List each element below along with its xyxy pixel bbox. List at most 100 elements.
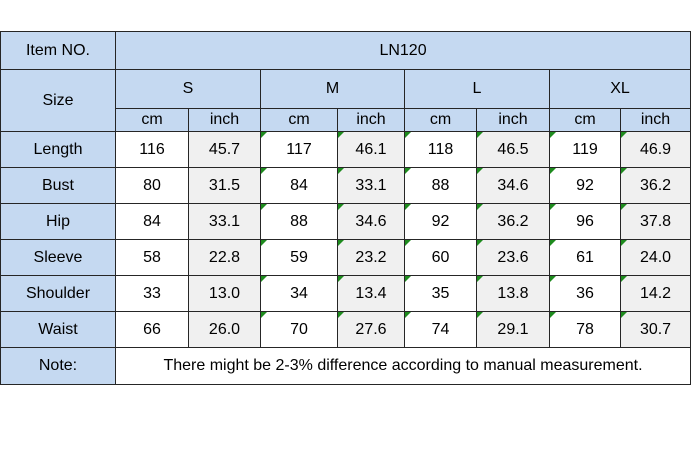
value-cell: 116 [115,131,189,168]
table-row: Length 116 45.7 117 46.1 118 46.5 119 46.9 [0,131,692,168]
value-text: 23.2 [355,248,387,266]
note-label: Note: [0,347,116,385]
value-cell: 36 [549,275,621,312]
error-flag-icon [477,312,483,318]
value-cell: 30.7 [619,311,692,348]
error-flag-icon [405,276,411,282]
error-flag-icon [338,312,344,318]
value-text: 74 [431,320,450,338]
value-text: 13.0 [208,284,241,302]
value-text: 58 [143,248,161,266]
value-cell: 34.6 [476,167,550,204]
unit-header: inch [476,108,550,132]
unit-header: inch [188,108,261,132]
value-text: 70 [290,320,308,338]
value-text: 37.8 [639,212,672,230]
note-row: Note: There might be 2-3% difference acc… [0,347,692,385]
row-label-sleeve: Sleeve [0,239,116,276]
error-flag-icon [477,204,483,210]
value-cell: 37.8 [619,203,692,240]
value-text: 14.2 [639,284,672,302]
item-no-label: Item NO. [0,31,116,70]
value-text: 23.6 [497,248,529,266]
value-text: 13.8 [497,284,529,302]
error-flag-icon [621,132,627,138]
value-text: 13.4 [355,284,387,302]
unit-header: cm [549,108,621,132]
value-text: 118 [427,140,454,158]
value-cell: 58 [115,239,189,276]
value-cell: 34 [260,275,338,312]
measurement-rows: Length 116 45.7 117 46.1 118 46.5 119 46.9 Bust 80… [0,131,692,348]
value-cell: 118 [404,131,477,168]
value-text: 59 [290,248,308,266]
value-cell: 36.2 [619,167,692,204]
value-text: 60 [431,248,450,266]
units-header-row: cm inch cm inch cm inch cm inch [1,108,692,132]
value-text: 66 [143,320,161,338]
value-cell: 23.6 [476,239,550,276]
value-text: 80 [143,176,161,194]
error-flag-icon [550,204,556,210]
error-flag-icon [621,276,627,282]
value-text: 96 [576,212,594,230]
value-cell: 23.2 [337,239,405,276]
error-flag-icon [477,276,483,282]
value-text: 45.7 [208,140,241,158]
error-flag-icon [261,132,267,138]
value-cell: 14.2 [619,275,692,312]
error-flag-icon [550,240,556,246]
size-header-s: S [115,69,261,109]
row-label-bust: Bust [0,167,116,204]
value-text: 35 [431,284,450,302]
value-text: 24.0 [639,248,672,266]
value-text: 61 [576,248,594,266]
value-cell: 59 [260,239,338,276]
error-flag-icon [621,168,627,174]
value-cell: 13.0 [188,275,261,312]
error-flag-icon [261,312,267,318]
unit-header: cm [260,108,338,132]
value-cell: 60 [404,239,477,276]
error-flag-icon [621,312,627,318]
value-cell: 46.1 [337,131,405,168]
error-flag-icon [338,276,344,282]
value-text: 92 [431,212,450,230]
value-cell: 24.0 [619,239,692,276]
row-label-length: Length [0,131,116,168]
error-flag-icon [477,240,483,246]
value-text: 30.7 [639,320,672,338]
value-cell: 33.1 [337,167,405,204]
table-row: Waist 66 26.0 70 27.6 74 29.1 78 30.7 [0,311,692,348]
unit-header: inch [619,108,692,132]
value-text: 34.6 [355,212,387,230]
value-cell: 22.8 [188,239,261,276]
value-cell: 36.2 [476,203,550,240]
value-text: 29.1 [497,320,529,338]
value-text: 92 [576,176,594,194]
value-text: 84 [290,176,308,194]
table-row: Hip 84 33.1 88 34.6 92 36.2 96 37.8 [0,203,692,240]
error-flag-icon [338,204,344,210]
error-flag-icon [477,168,483,174]
value-text: 33.1 [355,176,387,194]
value-cell: 61 [549,239,621,276]
value-text: 33.1 [208,212,241,230]
error-flag-icon [261,204,267,210]
row-label-shoulder: Shoulder [0,275,116,312]
value-text: 88 [431,176,450,194]
error-flag-icon [261,168,267,174]
value-cell: 119 [549,131,621,168]
unit-header: inch [337,108,405,132]
value-cell: 46.9 [619,131,692,168]
value-cell: 80 [115,167,189,204]
table-row: Sleeve 58 22.8 59 23.2 60 23.6 61 24.0 [0,239,692,276]
value-cell: 78 [549,311,621,348]
size-chart-table: Item NO. LN120 Size S M L XL cm inch cm … [0,31,692,385]
value-cell: 84 [260,167,338,204]
value-text: 26.0 [208,320,241,338]
error-flag-icon [338,132,344,138]
value-text: 36.2 [639,176,672,194]
value-cell: 27.6 [337,311,405,348]
value-cell: 92 [404,203,477,240]
